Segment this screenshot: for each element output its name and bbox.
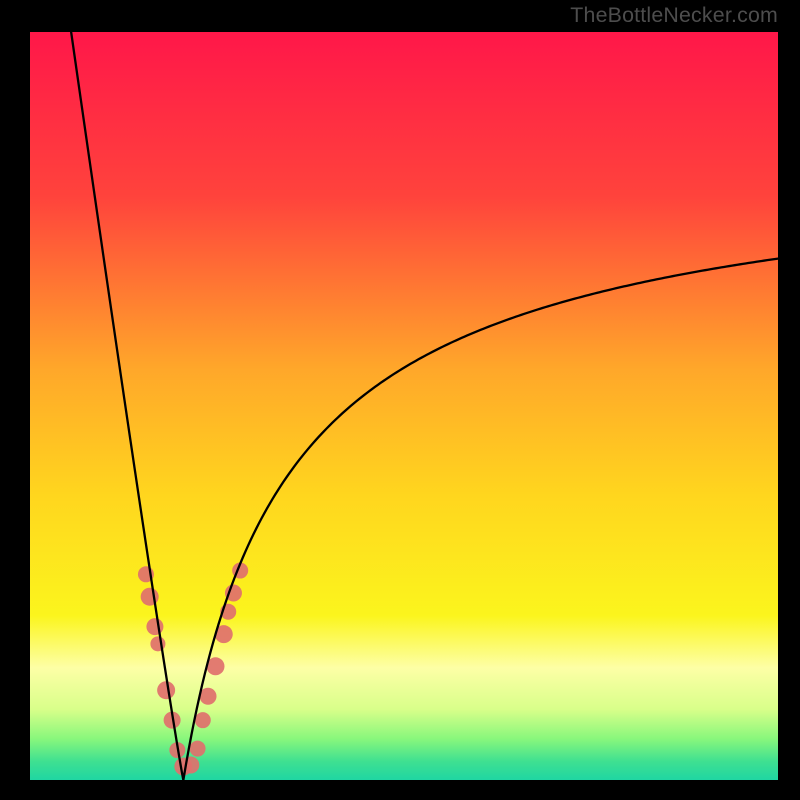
curve-marker [157, 681, 175, 699]
bottleneck-curve [71, 32, 778, 780]
chart-svg [0, 0, 800, 800]
watermark-text: TheBottleNecker.com [570, 3, 778, 28]
curve-marker [146, 618, 163, 635]
bottleneck-chart: TheBottleNecker.com [0, 0, 800, 800]
curve-marker [195, 712, 211, 728]
curve-marker [190, 741, 206, 757]
